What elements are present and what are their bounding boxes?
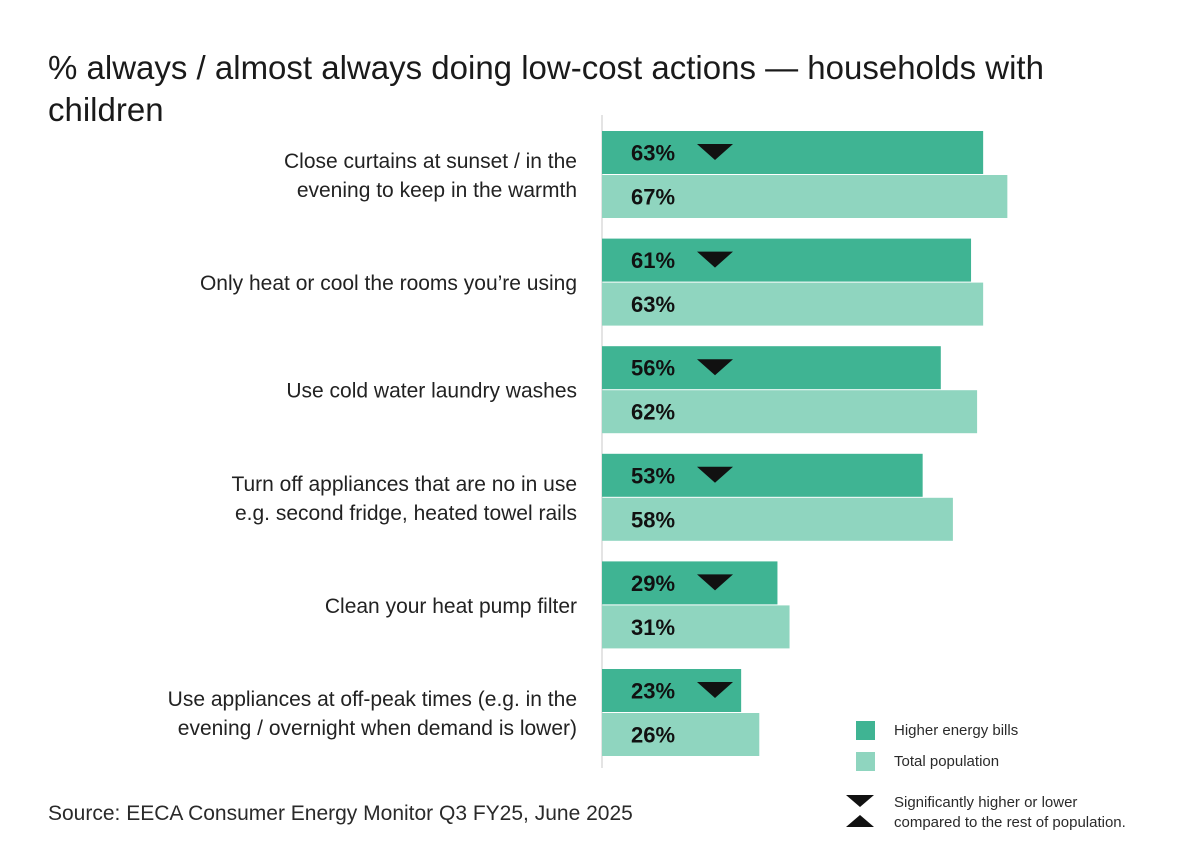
legend-item-total-population: Total population	[856, 750, 1186, 773]
value-label-total-population: 67%	[631, 185, 675, 210]
category-label-line: Only heat or cool the rooms you’re using	[200, 272, 577, 295]
bar-group-4: Turn off appliances that are no in use e.…	[231, 453, 953, 541]
bar-higher-energy-bills	[602, 346, 941, 390]
value-label-total-population: 63%	[631, 292, 675, 317]
category-label-line: e.g. second fridge, heated towel rails	[235, 502, 577, 525]
significance-arrows-icon	[846, 795, 874, 827]
category-label: Close curtains at sunset / in the evening…	[284, 150, 577, 202]
bar-higher-energy-bills	[602, 131, 984, 174]
value-label-total-population: 58%	[631, 507, 675, 532]
significance-note-line2: compared to the rest of population.	[894, 814, 1126, 831]
category-label-line: Use cold water laundry washes	[286, 380, 577, 403]
bar-higher-energy-bills	[602, 238, 972, 282]
category-label: Turn off appliances that are no in use e.…	[231, 473, 577, 525]
chart-title: % always / almost always doing low-cost …	[48, 49, 1044, 128]
bar-total-population	[602, 497, 953, 541]
significance-lower-marker	[697, 574, 733, 591]
value-label-higher-energy-bills: 63%	[631, 141, 675, 166]
legend-swatch-total-population	[856, 752, 875, 771]
category-label-line: Clean your heat pump filter	[325, 595, 577, 618]
bar-total-population	[602, 390, 978, 434]
bar-higher-energy-bills	[602, 453, 923, 497]
category-label: Only heat or cool the rooms you’re using	[200, 272, 577, 295]
category-label: Use cold water laundry washes	[286, 380, 577, 403]
bar-group-2: Only heat or cool the rooms you’re using…	[200, 238, 984, 326]
category-label-line: evening to keep in the warmth	[297, 179, 577, 202]
category-label: Use appliances at off-peak times (e.g. i…	[168, 688, 577, 740]
value-label-higher-energy-bills: 61%	[631, 248, 675, 273]
value-label-higher-energy-bills: 56%	[631, 356, 675, 381]
significance-lower-marker	[697, 251, 733, 268]
significance-note-line1: Significantly higher or lower	[894, 794, 1078, 811]
significance-lower-marker	[697, 144, 733, 160]
value-label-higher-energy-bills: 23%	[631, 679, 675, 704]
bar-total-population	[602, 282, 984, 326]
value-label-higher-energy-bills: 53%	[631, 463, 675, 488]
category-label: Clean your heat pump filter	[325, 595, 577, 618]
category-label-line: Turn off appliances that are no in use	[231, 473, 577, 496]
legend-label-total-population: Total population	[894, 753, 1000, 770]
category-label-line: evening / overnight when demand is lower…	[178, 717, 577, 740]
bar-group-6: Use appliances at off-peak times (e.g. i…	[168, 669, 760, 756]
significance-lower-marker	[697, 466, 733, 483]
bar-total-population	[602, 713, 760, 756]
bar-group-1: Close curtains at sunset / in the evening…	[284, 131, 1008, 218]
value-label-total-population: 26%	[631, 723, 675, 748]
category-label-line: Close curtains at sunset / in the	[284, 150, 577, 173]
significance-lower-marker	[697, 359, 733, 376]
category-label-line: Use appliances at off-peak times (e.g. i…	[168, 688, 577, 711]
bar-higher-energy-bills	[602, 561, 778, 605]
value-label-total-population: 62%	[631, 400, 675, 425]
value-label-total-population: 31%	[631, 615, 675, 640]
bar-group-3: Use cold water laundry washes 56% 62%	[286, 346, 978, 434]
legend-item-higher-energy-bills: Higher energy bills	[856, 719, 1186, 742]
legend-swatch-higher-energy-bills	[856, 721, 875, 740]
bar-total-population	[602, 605, 790, 649]
value-label-higher-energy-bills: 29%	[631, 571, 675, 596]
significance-lower-marker	[697, 682, 733, 698]
significance-note: Significantly higher or lower compared t…	[846, 793, 1176, 833]
bar-group-5: Clean your heat pump filter 29% 31%	[325, 561, 790, 649]
source-note: Source: EECA Consumer Energy Monitor Q3 …	[48, 802, 633, 825]
legend-label-higher-energy-bills: Higher energy bills	[894, 722, 1019, 739]
legend: Higher energy bills Total population	[856, 719, 1186, 781]
bar-total-population	[602, 175, 1008, 218]
